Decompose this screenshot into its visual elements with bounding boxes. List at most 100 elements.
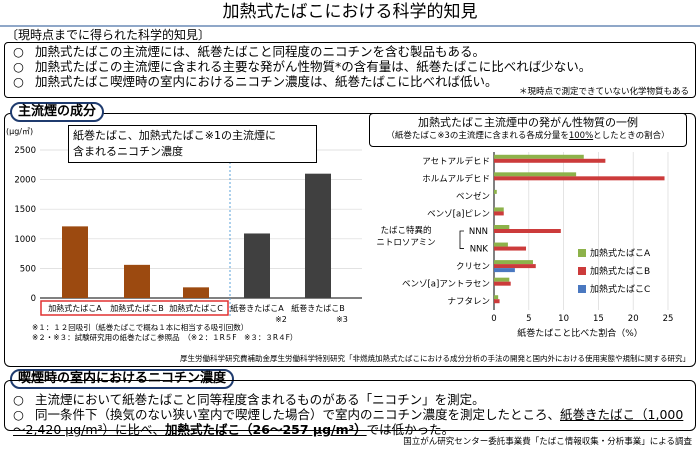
bullet-icon: ○ [13, 392, 24, 407]
highlight-box [40, 300, 229, 316]
group-bracket [459, 230, 464, 249]
bar [494, 189, 497, 194]
bullet-icon: ○ [13, 74, 24, 89]
y-tick-label: NNN [469, 227, 488, 237]
legend-swatch [578, 249, 586, 257]
x-tick-label: 20 [628, 314, 639, 324]
legend-label: 加熱式たばこB [590, 265, 650, 277]
category-note: ※2 [275, 315, 287, 324]
room-line-3: ～2,420 μg/m³）に比べ、加熱式たばこ（26～257 μg/m³）では低… [13, 422, 687, 437]
title-divider [0, 25, 700, 27]
y-tick-label: ナフタレン [447, 297, 490, 307]
bar [305, 173, 331, 298]
x-tick-label: 5 [526, 314, 531, 324]
finding-text: 加熱式たばこ喫煙時の室内におけるニコチン濃度は、紙巻たばこに比べれば低い。 [35, 74, 498, 89]
bar [244, 233, 270, 298]
x-tick-label: 15 [593, 314, 604, 324]
group-label: ニトロソアミン [376, 238, 435, 248]
category-note: ※3 [336, 315, 348, 324]
y-tick-label: ベンゾ[a]アントラセン [402, 280, 490, 290]
x-tick-label: 25 [663, 314, 674, 324]
findings-heading: 〔現時点までに得られた科学的知見〕 [6, 28, 211, 42]
y-tick-label: アセトアルデヒド [422, 156, 490, 167]
bar [494, 295, 499, 300]
legend-label: 加熱式たばこC [590, 283, 650, 295]
bar [183, 287, 209, 298]
findings-footnote: ＊現時点で測定できていない化学物質もある [518, 87, 689, 97]
room-nicotine-panel: ○ 主流煙において紙巻たばこと同等程度含まれるものがある「ニコチン」を測定。 ○ 同… [4, 380, 696, 437]
x-axis-label: 紙巻たばこと比べた割合（%） [517, 327, 643, 339]
bar [494, 242, 508, 247]
legend-swatch [578, 267, 586, 275]
bar [494, 246, 527, 251]
y-tick-label: 0 [31, 294, 36, 304]
bar [62, 226, 88, 298]
bar [124, 264, 150, 298]
y-tick-label: NNK [470, 245, 489, 255]
subtitle-prefix: （紙巻たばこ※3の主流煙に含まれる各成分量を [386, 131, 569, 141]
y-tick-label: 500 [20, 264, 36, 274]
x-tick-label: 加熱式たばこB [110, 303, 164, 313]
bar [494, 211, 504, 216]
note-line: ※１：１２回吸引（紙巻たばこで概ね１本に相当する吸引回数） [32, 323, 249, 332]
bar [494, 268, 515, 273]
finding-text: 加熱式たばこの主流煙には、紙巻たばこと同程度のニコチンを含む製品もある。 [35, 44, 486, 59]
room-line-text: 同一条件下（換気のない狭い室内で喫煙した場合）で室内のニコチン濃度を測定したとこ… [35, 407, 561, 422]
callout-line: 含まれるニコチン濃度 [73, 145, 183, 158]
bar [494, 225, 510, 229]
bar [494, 281, 511, 286]
section-tag-room-nicotine: 喫煙時の室内におけるニコチン濃度 [10, 369, 235, 389]
finding-item: ○ 加熱式たばこ喫煙時の室内におけるニコチン濃度は、紙巻たばこに比べれば低い。 [13, 74, 687, 89]
callout-line: 紙巻たばこ、加熱式たばこ※1の主流煙に [73, 129, 276, 142]
nicotine-bar-chart: (μg/㎥) 0 500 1000 1500 2000 2500 加熱式たばこA 加熱式たばこ… [6, 127, 362, 324]
note-line: ※２・※３：試験研究用の紙巻たばこ参照品 （※２：１R５F ※３：３R４F） [32, 333, 298, 342]
room-line-1: ○ 主流煙において紙巻たばこと同等程度含まれるものがある「ニコチン」を測定。 [13, 392, 687, 407]
study-source: 厚生労働科学研究費補助金厚生労働科学特別研究「非燃焼加熱式たばこにおける成分分析… [180, 354, 690, 363]
finding-item: ○ 加熱式たばこの主流煙には、紙巻たばこと同程度のニコチンを含む製品もある。 [13, 44, 687, 59]
y-tick-label: ベンゾ[a]ピレン [427, 209, 490, 219]
carcinogen-chart-title: 加熱式たばこ主流煙中の発がん性物質の一例 [418, 116, 638, 129]
room-line-2: ○ 同一条件下（換気のない狭い室内で喫煙した場合）で室内のニコチン濃度を測定したと… [13, 407, 687, 422]
x-tick-label: 0 [491, 314, 496, 324]
bar [494, 299, 500, 304]
x-tick-label: 10 [558, 314, 569, 324]
x-tick-label: 加熱式たばこC [169, 303, 223, 313]
bar [494, 277, 510, 282]
finding-text: 加熱式たばこの主流煙に含まれる主要な発がん性物質*の含有量は、紙巻たばこに比べれ… [35, 59, 592, 74]
nicotine-chart-callout: 紙巻たばこ、加熱式たばこ※1の主流煙に 含まれるニコチン濃度 [68, 125, 317, 163]
x-tick-label: 紙巻きたばこA [230, 303, 284, 313]
section-tag-mainstream-smoke: 主流煙の成分 [10, 102, 105, 122]
room-line-underlined: 紙巻きたばこ（1,000 [560, 407, 684, 422]
bar [494, 176, 665, 181]
room-line-underlined: ～2,420 μg/m³）に比べ、 [13, 422, 166, 437]
bar [494, 264, 536, 269]
bar [494, 207, 504, 212]
y-tick-label: 2000 [14, 176, 36, 186]
y-tick-label: 1000 [14, 235, 36, 245]
finding-item: ○ 加熱式たばこの主流煙に含まれる主要な発がん性物質*の含有量は、紙巻たばこに比べ… [13, 59, 687, 74]
subtitle-underlined: 100% [568, 131, 594, 141]
legend-swatch [578, 285, 586, 293]
mainstream-smoke-panel [4, 113, 696, 367]
page-title: 加熱式たばこにおける科学的知見 [222, 2, 478, 22]
group-label: たばこ特異的 [380, 225, 431, 236]
room-line-text: では低かった。 [366, 422, 455, 437]
y-tick-label: 1500 [14, 205, 36, 215]
bar [494, 158, 606, 163]
room-line-text: 主流煙において紙巻たばこと同等程度含まれるものがある「ニコチン」を測定。 [35, 392, 485, 407]
bar [494, 172, 577, 177]
x-tick-label: 加熱式たばこA [48, 303, 102, 313]
findings-box: ○ 加熱式たばこの主流煙には、紙巻たばこと同程度のニコチンを含む製品もある。 ○ 加… [4, 42, 696, 98]
bar [494, 154, 584, 159]
y-tick-label: クリセン [456, 262, 490, 272]
subtitle-suffix: としたときの割合） [593, 131, 670, 141]
bullet-icon: ○ [13, 407, 24, 422]
bullet-icon: ○ [13, 59, 24, 74]
bar [494, 260, 533, 265]
carcinogen-bar-chart: 0 5 10 15 20 25 紙巻たばこと比べた割合（%） アセトアルデヒドホルムアルデヒ… [376, 152, 674, 339]
y-axis-unit: (μg/㎥) [6, 127, 33, 136]
y-tick-label: 2500 [14, 146, 36, 156]
x-tick-label: 紙巻きたばこB [291, 303, 345, 313]
carcinogen-chart-title-box: 加熱式たばこ主流煙中の発がん性物質の一例 （紙巻たばこ※3の主流煙に含まれる各成… [369, 113, 687, 147]
survey-source: 国立がん研究センター委託事業費「たばこ情報収集・分析事業」による調査 [403, 437, 692, 447]
